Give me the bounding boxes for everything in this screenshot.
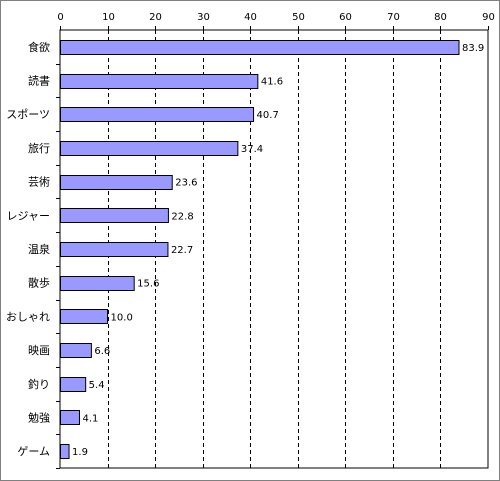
category-label: 散歩 [28, 276, 50, 290]
x-tick-label: 80 [434, 12, 447, 23]
category-label: スポーツ [6, 108, 50, 121]
data-label: 22.8 [171, 211, 193, 222]
category-label: 釣り [28, 377, 50, 391]
category-label: 芸術 [28, 176, 50, 189]
bar-10 [60, 343, 92, 358]
x-tick-label: 50 [292, 12, 305, 23]
bar-4 [60, 141, 239, 156]
x-tick-label: 0 [57, 12, 63, 23]
x-tick-label: 10 [102, 12, 115, 23]
x-tick-label: 20 [149, 12, 162, 23]
bar-12 [60, 410, 80, 425]
x-tick-label: 30 [197, 12, 210, 23]
bar-8 [60, 276, 135, 291]
category-label: おしゃれ [6, 310, 50, 323]
category-label: 食欲 [28, 40, 50, 54]
data-label: 40.7 [257, 110, 279, 121]
bar-11 [60, 377, 87, 392]
category-label: レジャー [7, 209, 50, 222]
category-label: 映画 [28, 344, 50, 357]
data-label: 4.1 [82, 413, 98, 424]
category-label: 勉強 [28, 410, 50, 424]
category-label: ゲーム [17, 445, 50, 458]
data-label: 1.9 [72, 447, 88, 458]
bar-13 [60, 444, 70, 459]
category-label: 温泉 [28, 242, 50, 256]
data-label: 41.6 [261, 77, 283, 88]
x-tick-label: 40 [244, 12, 257, 23]
bar-5 [60, 175, 173, 190]
bar-7 [60, 242, 169, 257]
category-label: 旅行 [28, 141, 50, 155]
data-label: 23.6 [175, 178, 197, 189]
data-label: 37.4 [241, 144, 263, 155]
data-label: 15.6 [137, 279, 159, 290]
category-label: 読書 [28, 74, 50, 88]
data-label: 10.0 [111, 312, 133, 323]
bar-1 [60, 40, 460, 55]
data-label: 6.6 [94, 346, 110, 357]
data-label: 83.9 [462, 43, 484, 54]
x-tick-label: 90 [482, 12, 495, 23]
data-label: 5.4 [89, 380, 105, 391]
x-tick-label: 60 [339, 12, 352, 23]
bar-2 [60, 74, 259, 89]
bar-9 [60, 309, 109, 324]
bar-3 [60, 107, 255, 122]
x-tick-label: 70 [387, 12, 400, 23]
bar-6 [60, 208, 169, 223]
data-label: 22.7 [171, 245, 193, 256]
